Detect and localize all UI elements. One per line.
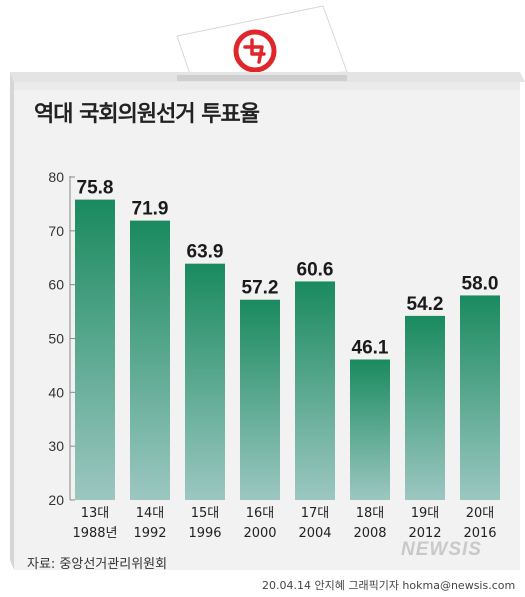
ballot-paper — [176, 5, 348, 81]
x-category-session-label: 20대 — [466, 506, 495, 521]
x-category-year-label: 2016 — [463, 526, 496, 541]
credit-line: 20.04.14 안지혜 그래픽기자 hokma@newsis.com — [262, 579, 516, 592]
source-note: 자료: 중앙선거관리위원회 — [27, 557, 168, 572]
y-tick-label: 50 — [48, 331, 64, 347]
bar-7 — [405, 315, 445, 500]
x-category-year-label: 2008 — [353, 526, 386, 541]
bar-4 — [240, 299, 280, 500]
bar-value-label: 46.1 — [352, 337, 389, 358]
bar-6 — [350, 359, 390, 500]
x-category-year-label: 2000 — [243, 526, 276, 541]
y-tick-label: 20 — [48, 492, 64, 508]
x-category-year-label: 1996 — [188, 526, 221, 541]
bar-5 — [295, 281, 335, 500]
bar-2 — [130, 220, 170, 501]
bar-value-label: 60.6 — [297, 259, 334, 280]
x-category-session-label: 19대 — [411, 506, 440, 521]
x-category-session-label: 15대 — [191, 506, 220, 521]
chart-title: 역대 국회의원선거 투표율 — [34, 102, 260, 127]
bar-value-label: 75.8 — [77, 178, 114, 199]
x-category-session-label: 18대 — [356, 506, 385, 521]
bar-value-label: 71.9 — [132, 199, 169, 220]
bar-3 — [185, 263, 225, 500]
y-tick-label: 40 — [48, 384, 64, 400]
x-category-session-label: 17대 — [301, 506, 330, 521]
x-category-session-label: 13대 — [81, 506, 110, 521]
y-tick-label: 80 — [48, 169, 64, 185]
y-tick-label: 70 — [48, 223, 64, 239]
y-tick-label: 30 — [48, 438, 64, 454]
x-category-year-label: 1988년 — [72, 526, 117, 541]
bar-value-label: 63.9 — [187, 242, 224, 263]
bar-value-label: 58.0 — [462, 273, 499, 294]
x-category-year-label: 2012 — [408, 526, 441, 541]
x-category-session-label: 16대 — [246, 506, 275, 521]
bar-value-label: 54.2 — [407, 294, 444, 315]
y-tick-label: 60 — [48, 277, 64, 293]
bar-8 — [460, 295, 500, 500]
x-category-year-label: 2004 — [298, 526, 331, 541]
x-category-session-label: 14대 — [136, 506, 165, 521]
bar-value-label: 57.2 — [242, 278, 279, 299]
x-category-year-label: 1992 — [133, 526, 166, 541]
ballot-stamp-mark — [233, 29, 277, 73]
newsis-logo: NEWSIS — [401, 539, 482, 560]
bar-1 — [75, 199, 115, 501]
